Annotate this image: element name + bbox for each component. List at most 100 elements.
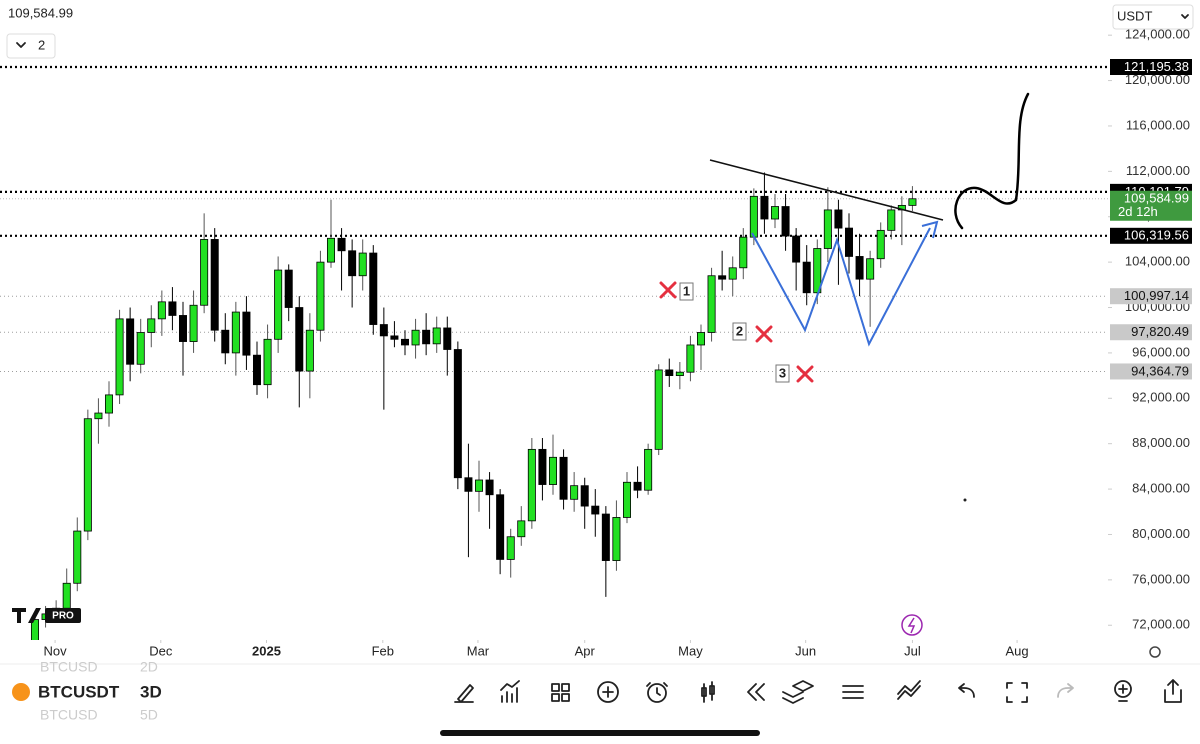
price-level-label: 94,364.79 bbox=[1131, 363, 1189, 378]
add-tool[interactable] bbox=[597, 681, 619, 703]
candle-body bbox=[252, 354, 261, 386]
candle-body bbox=[485, 479, 494, 496]
y-tick-label: 72,000.00 bbox=[1132, 617, 1190, 632]
alert-tool[interactable] bbox=[647, 683, 667, 703]
interval-ghost: 5D bbox=[140, 707, 158, 723]
layout-tool[interactable] bbox=[551, 683, 570, 702]
candle-body bbox=[823, 209, 832, 249]
candle-body bbox=[126, 318, 135, 365]
x-tick-label: 2025 bbox=[252, 643, 281, 658]
candle-body bbox=[147, 318, 156, 333]
marker-box bbox=[775, 364, 790, 383]
last-price-label: 109,584.99 bbox=[1124, 191, 1189, 206]
symbol[interactable]: BTCUSDT bbox=[38, 682, 120, 701]
y-tick-label: 112,000.00 bbox=[1126, 163, 1190, 178]
candle-body bbox=[422, 329, 431, 345]
candle-body bbox=[178, 315, 187, 342]
price-level-tag bbox=[1110, 288, 1192, 305]
bitcoin-icon bbox=[12, 683, 30, 701]
y-tick-label: 120,000.00 bbox=[1125, 72, 1190, 87]
candle-body bbox=[834, 209, 843, 229]
interval-count: 2 bbox=[38, 37, 45, 52]
candle-body bbox=[305, 329, 314, 372]
x-tick-label: Jul bbox=[904, 643, 921, 658]
candle-body bbox=[83, 418, 92, 532]
candle-body bbox=[210, 239, 219, 331]
candle-body bbox=[30, 619, 39, 640]
undo[interactable] bbox=[958, 683, 975, 698]
candle-body bbox=[696, 332, 705, 346]
candle-body bbox=[591, 505, 600, 515]
candle-body bbox=[570, 485, 579, 500]
header-price: 109,584.99 bbox=[8, 5, 73, 20]
candle-body bbox=[686, 344, 695, 373]
candle-body bbox=[316, 261, 325, 331]
candle-body bbox=[792, 235, 801, 263]
draw-tool[interactable] bbox=[454, 684, 474, 703]
indicators-tool[interactable] bbox=[500, 680, 520, 703]
candle-body bbox=[781, 206, 790, 237]
y-tick-label: 88,000.00 bbox=[1132, 435, 1190, 450]
candle-body bbox=[136, 332, 145, 365]
w-pattern bbox=[751, 227, 931, 347]
candle-body bbox=[168, 301, 177, 316]
price-level-tag bbox=[1110, 59, 1192, 76]
candle-body bbox=[749, 195, 758, 238]
y-tick-label: 104,000.00 bbox=[1125, 254, 1190, 269]
marker-box bbox=[679, 282, 694, 301]
x-tick-label: Dec bbox=[149, 643, 173, 658]
toolbar bbox=[454, 679, 1182, 704]
fullscreen[interactable] bbox=[1006, 682, 1028, 703]
candle-body bbox=[453, 349, 462, 479]
currency-label: USDT bbox=[1117, 8, 1152, 23]
dot bbox=[963, 498, 967, 502]
settings-icon[interactable] bbox=[1149, 646, 1161, 658]
countdown-label: 2d 12h bbox=[1118, 204, 1158, 219]
y-tick-label: 124,000.00 bbox=[1125, 27, 1190, 42]
candle-body bbox=[337, 237, 346, 252]
x-tick-label: Aug bbox=[1006, 643, 1029, 658]
y-tick-label: 80,000.00 bbox=[1132, 526, 1190, 541]
x-tick-label: Jun bbox=[795, 643, 816, 658]
candle-body bbox=[73, 530, 82, 584]
price-level-label: 106,319.56 bbox=[1124, 228, 1189, 243]
candle-body bbox=[189, 304, 198, 342]
lightning bbox=[907, 617, 916, 634]
currency-select[interactable] bbox=[1112, 4, 1194, 30]
price-level-tag bbox=[1110, 227, 1192, 244]
idea-tool[interactable] bbox=[1114, 680, 1132, 698]
interval-ghost: 2D bbox=[140, 659, 158, 675]
candle-body bbox=[559, 456, 568, 500]
chevron-icon bbox=[16, 42, 26, 48]
axis-layer: 124,000.00 120,000.00 116,000.00 112,000.00… bbox=[44, 27, 1192, 658]
candle-body bbox=[760, 195, 769, 220]
candle-body bbox=[644, 448, 653, 491]
interval-toggle[interactable] bbox=[6, 33, 56, 59]
y-tick-label: 116,000.00 bbox=[1126, 117, 1190, 132]
redo[interactable] bbox=[1057, 683, 1074, 698]
x-tick-label: Feb bbox=[372, 643, 394, 658]
candle-body bbox=[739, 236, 748, 269]
settings-tool[interactable] bbox=[842, 685, 864, 699]
share[interactable] bbox=[1164, 679, 1182, 703]
candle-body bbox=[348, 250, 357, 277]
compare-tool[interactable] bbox=[897, 680, 921, 700]
candle-body bbox=[263, 338, 272, 386]
price-level-tag bbox=[1110, 324, 1192, 341]
marker-label: 2 bbox=[736, 323, 743, 338]
events-icon[interactable] bbox=[901, 614, 923, 636]
x-tick-label: Nov bbox=[44, 643, 68, 658]
x-tick-label: May bbox=[678, 643, 703, 658]
interval[interactable]: 3D bbox=[140, 682, 162, 701]
replay-tool[interactable] bbox=[747, 683, 765, 701]
candle-body bbox=[295, 307, 304, 372]
candle-body bbox=[369, 252, 378, 325]
layers-tool[interactable] bbox=[782, 680, 814, 704]
last-price-tag bbox=[1110, 190, 1192, 221]
chart-type-tool[interactable] bbox=[701, 681, 715, 703]
price-level-label: 97,820.49 bbox=[1131, 324, 1189, 339]
candle-body bbox=[601, 513, 610, 561]
candle-body bbox=[802, 261, 811, 294]
candle-body bbox=[432, 327, 441, 345]
candle-body bbox=[855, 256, 864, 280]
